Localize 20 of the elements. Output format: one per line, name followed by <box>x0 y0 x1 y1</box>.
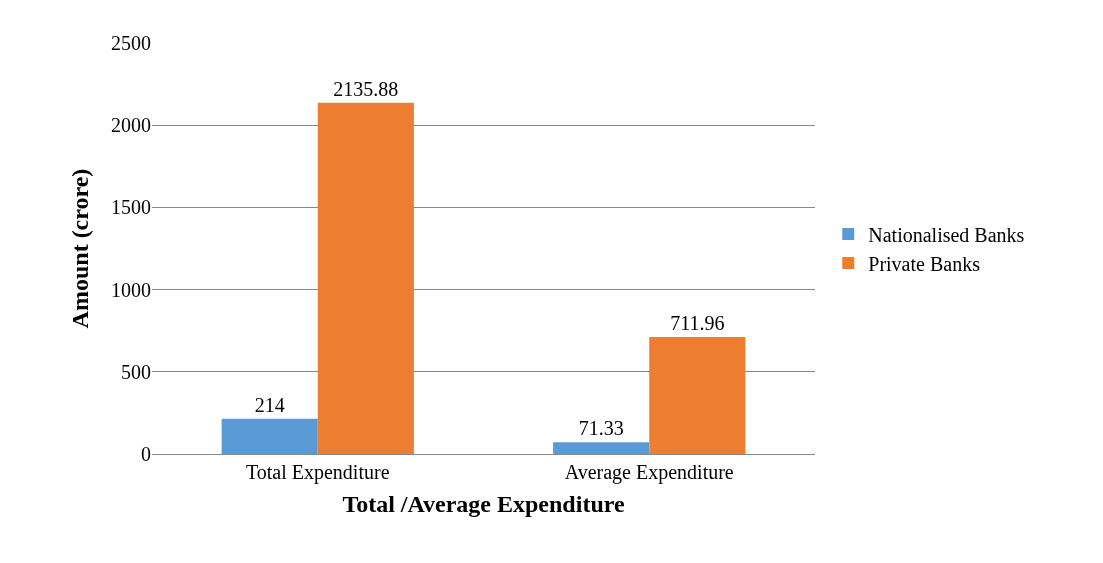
data-label: 214 <box>254 393 285 416</box>
x-tick-label: Average Expenditure <box>564 461 734 484</box>
y-tick-label: 0 <box>141 443 151 465</box>
data-label: 2135.88 <box>333 77 399 100</box>
y-tick-label: 500 <box>121 360 151 383</box>
bar <box>317 102 414 454</box>
x-tick-label: Total Expenditure <box>245 461 390 484</box>
bar <box>649 336 746 454</box>
bar <box>221 418 318 454</box>
y-tick-label: 2500 <box>111 32 151 54</box>
data-label: 711.96 <box>670 311 725 334</box>
y-axis-title: Amount (crore) <box>67 168 94 329</box>
y-tick-label: 1500 <box>111 196 151 219</box>
bar <box>553 442 650 454</box>
y-tick-label: 1000 <box>111 278 151 301</box>
x-axis-title: Total /Average Expenditure <box>342 491 625 518</box>
data-label: 71.33 <box>578 417 624 440</box>
legend-label: Nationalised Banks <box>868 223 1025 246</box>
legend-label: Private Banks <box>868 252 981 275</box>
y-tick-label: 2000 <box>111 114 151 137</box>
